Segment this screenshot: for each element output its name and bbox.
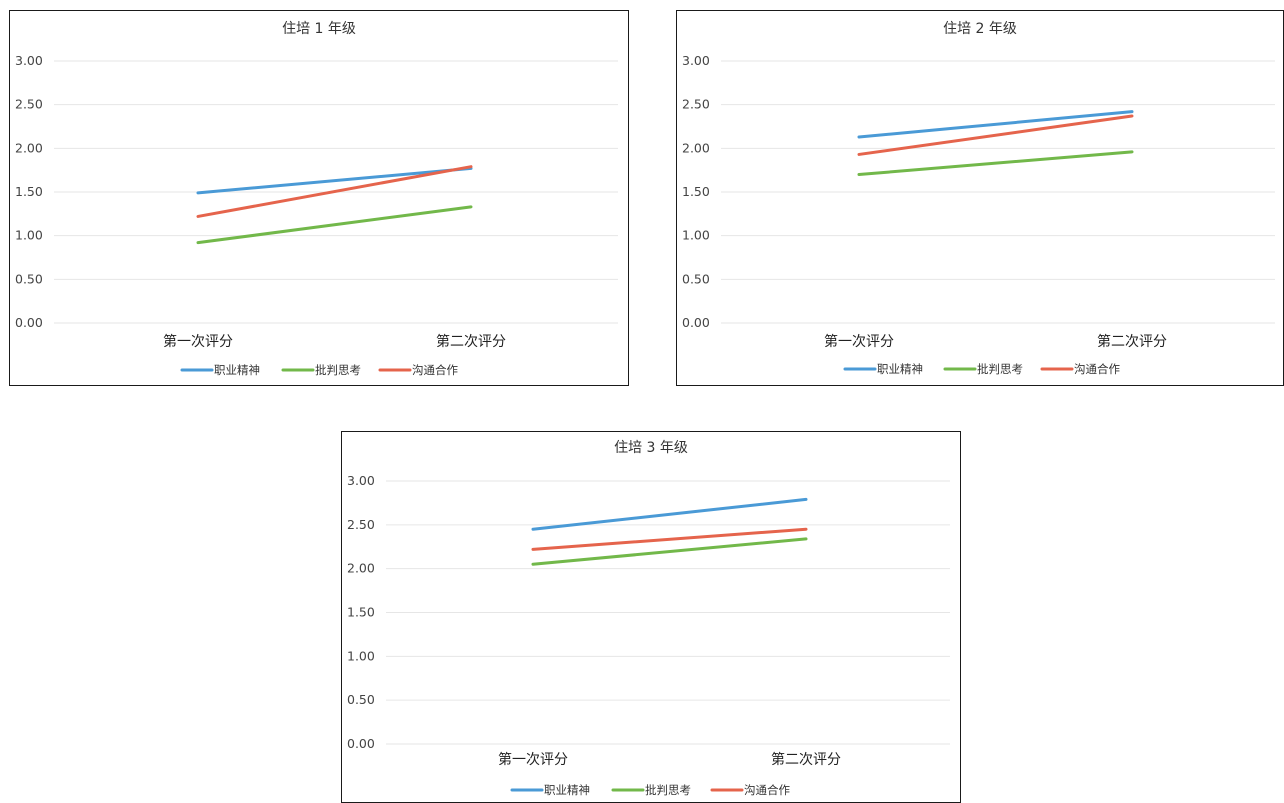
legend-label: 沟通合作 [744, 783, 790, 797]
legend-label: 沟通合作 [1074, 362, 1120, 376]
y-tick-label: 2.50 [15, 97, 43, 112]
y-tick-label: 1.00 [347, 648, 375, 663]
line-chart-grade-2: 住培 2 年级 0.00 0.50 1.00 1.50 2.00 2.50 3.00 第一次评分… [682, 21, 1275, 376]
y-tick-label: 1.00 [15, 228, 43, 243]
line-chart-grade-3: 住培 3 年级 0.00 0.50 1.00 1.50 2.00 2.50 3.00 第一次评分… [347, 440, 950, 797]
y-tick-label: 2.50 [682, 97, 710, 112]
y-tick-label: 3.00 [15, 53, 43, 68]
series-line-3 [196, 165, 473, 218]
y-tick-label: 3.00 [347, 473, 375, 488]
y-tick-label: 0.50 [682, 271, 710, 286]
series-line-3 [531, 527, 808, 551]
series-line-3 [857, 114, 1134, 156]
chart-title: 住培 2 年级 [943, 21, 1017, 37]
y-tick-label: 3.00 [682, 53, 710, 68]
y-tick-label: 0.00 [682, 315, 710, 330]
y-tick-label: 1.50 [15, 184, 43, 199]
y-tick-label: 1.50 [682, 184, 710, 199]
y-tick-label: 2.00 [682, 140, 710, 155]
chart-title: 住培 3 年级 [614, 440, 688, 456]
legend-label: 批判思考 [315, 363, 361, 377]
y-tick-label: 2.00 [347, 561, 375, 576]
line-chart-grade-1: 住培 1 年级 0.00 0.50 1.00 1.50 2.00 2.50 3.00 第一次评分… [15, 21, 618, 377]
y-tick-label: 2.00 [15, 140, 43, 155]
chart-panel-grade-1: 住培 1 年级 0.00 0.50 1.00 1.50 2.00 2.50 3.00 第一次评分… [9, 10, 629, 386]
x-category-label: 第一次评分 [824, 333, 894, 350]
x-category-label: 第二次评分 [436, 333, 506, 350]
chart-title: 住培 1 年级 [282, 21, 356, 37]
y-tick-label: 1.50 [347, 605, 375, 620]
y-tick-label: 1.00 [682, 228, 710, 243]
x-category-label: 第二次评分 [1097, 333, 1167, 350]
series-line-1 [531, 497, 808, 531]
series-line-2 [531, 537, 808, 566]
x-category-label: 第一次评分 [498, 751, 568, 768]
legend-label: 批判思考 [645, 783, 691, 797]
legend-label: 职业精神 [214, 363, 260, 377]
legend-label: 沟通合作 [412, 363, 458, 377]
x-category-label: 第一次评分 [163, 333, 233, 350]
y-tick-label: 2.50 [347, 517, 375, 532]
chart-panel-grade-2: 住培 2 年级 0.00 0.50 1.00 1.50 2.00 2.50 3.00 第一次评分… [676, 10, 1284, 386]
series-line-1 [196, 166, 473, 195]
x-category-label: 第二次评分 [771, 751, 841, 768]
y-tick-label: 0.50 [347, 692, 375, 707]
y-tick-label: 0.00 [15, 315, 43, 330]
legend-label: 职业精神 [877, 362, 923, 376]
y-tick-label: 0.50 [15, 271, 43, 286]
chart-panel-grade-3: 住培 3 年级 0.00 0.50 1.00 1.50 2.00 2.50 3.00 第一次评分… [341, 431, 961, 803]
series-line-2 [196, 205, 473, 245]
y-tick-label: 0.00 [347, 736, 375, 751]
series-line-2 [857, 150, 1134, 177]
legend-label: 职业精神 [544, 783, 590, 797]
legend-label: 批判思考 [977, 362, 1023, 376]
series-line-1 [857, 110, 1134, 139]
